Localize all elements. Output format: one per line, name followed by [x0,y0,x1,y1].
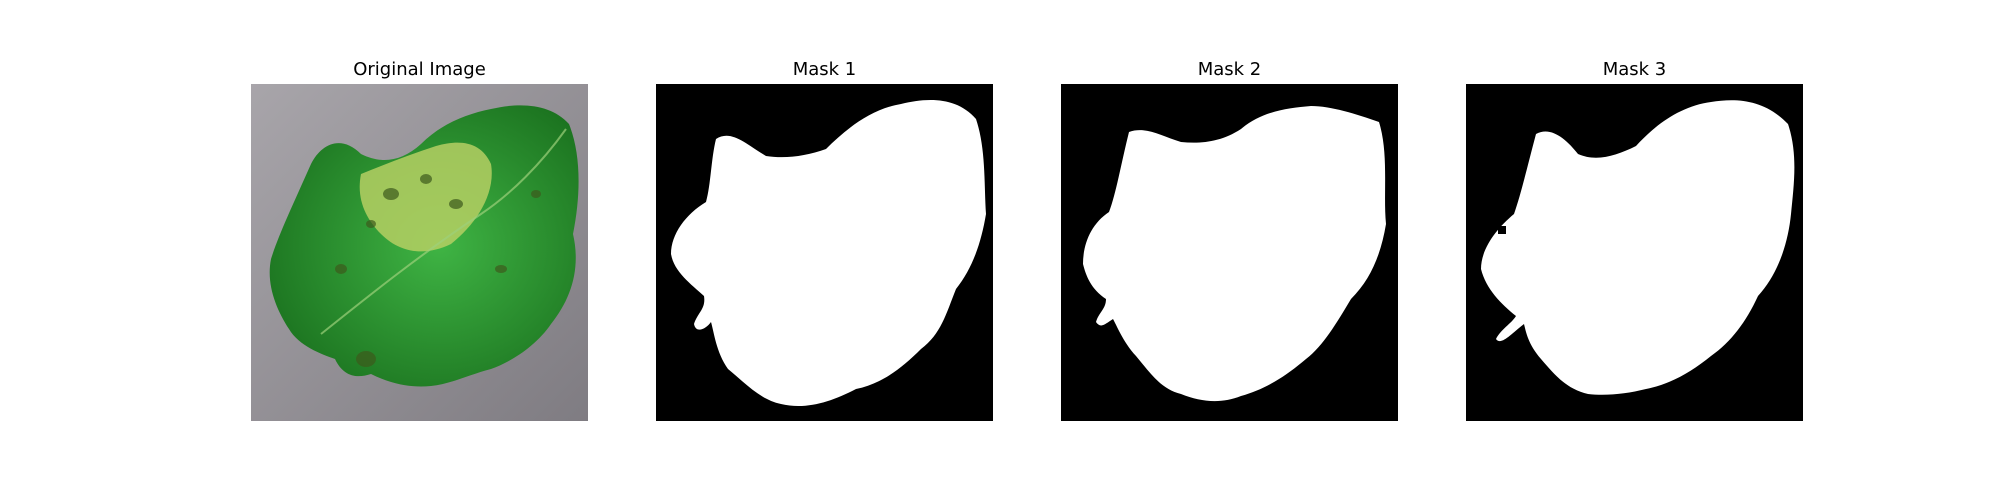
panel-mask-3: Mask 3 [1466,58,1803,421]
panel-title: Original Image [353,59,486,80]
mask-fragment [1261,354,1271,362]
mask-foreground [1083,106,1386,402]
original-image [251,84,588,421]
mask-hole [1498,226,1506,234]
mask-image [656,84,993,421]
panel-title: Mask 3 [1602,59,1667,80]
panel-mask-1: Mask 1 [656,58,993,421]
leaf-spots [335,174,541,367]
panel-title: Mask 1 [792,59,857,80]
leaf-midrib [320,128,567,335]
mask-foreground [1481,100,1795,395]
leaf-lesion-area [359,142,492,252]
panel-title: Mask 2 [1197,59,1262,80]
mask-foreground [671,100,986,407]
mask-image [1061,84,1398,421]
panel-mask-2: Mask 2 [1061,58,1398,421]
panel-original-image: Original Image [251,58,588,421]
mask-image [1466,84,1803,421]
mask-fragment [1631,199,1639,203]
